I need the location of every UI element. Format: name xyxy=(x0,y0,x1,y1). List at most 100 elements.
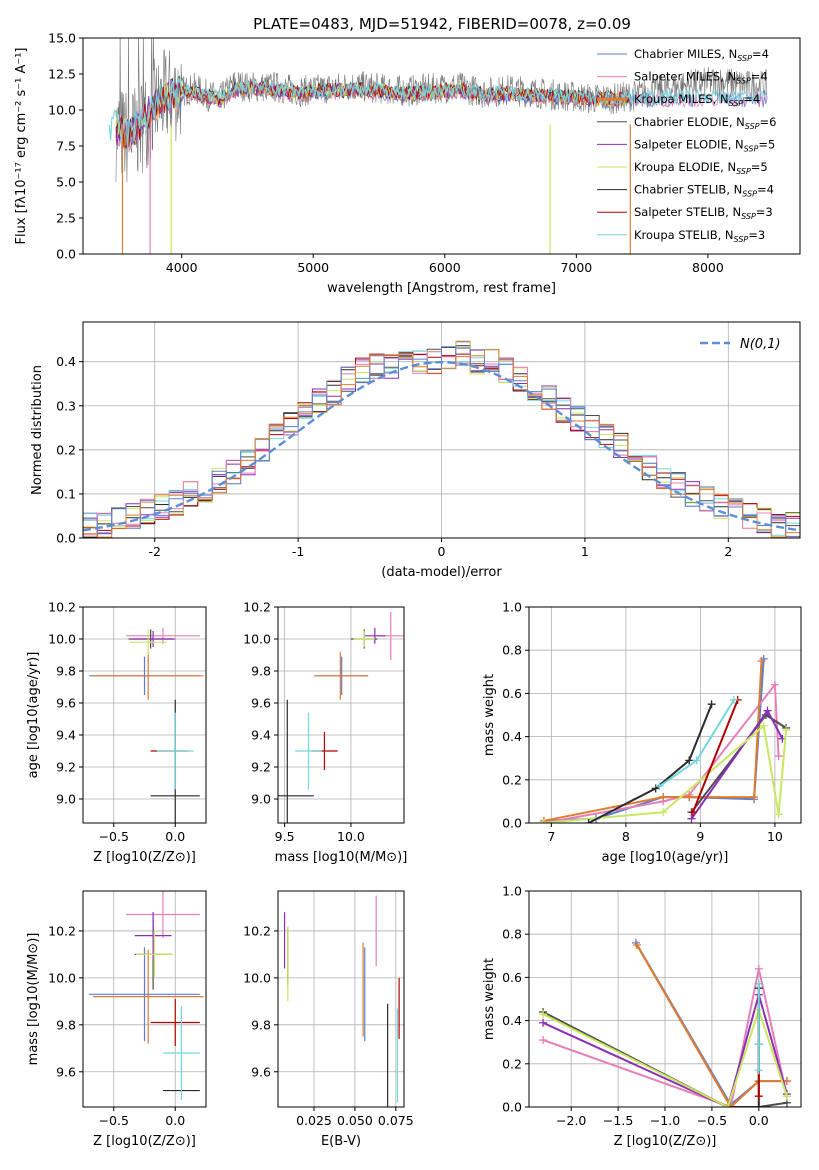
y-tick-label: 0.8 xyxy=(502,927,522,942)
errorbar-point-2 xyxy=(92,651,204,700)
x-tick-label: 8000 xyxy=(692,260,724,275)
weight-marker xyxy=(770,680,779,689)
y-tick-label: 10.0 xyxy=(48,103,76,118)
plot-area-spectrum xyxy=(108,38,768,254)
y-tick-label: 9.2 xyxy=(251,760,271,775)
panel-mass_weight_vs_Z: −2.0 −1.5 −1.0 −0.5 0.0 0.0 0.2 0.4 0.6 0.8 1.0 Z [… xyxy=(482,884,802,1149)
weight-line xyxy=(542,990,788,1107)
legend-item: Chabrier MILES, NSSP=4 xyxy=(597,47,769,63)
legend-label: Kroupa ELODIE, NSSP=5 xyxy=(634,160,768,176)
legend-item: N(0,1) xyxy=(700,337,781,352)
model-spectrum-5 xyxy=(115,77,630,148)
errorbar-point-8 xyxy=(295,712,322,790)
y-tick-label: 9.6 xyxy=(251,1064,271,1079)
weight-marker xyxy=(763,706,772,715)
weight-marker xyxy=(754,1103,763,1107)
weight-marker xyxy=(729,695,738,704)
weight-marker xyxy=(774,752,783,761)
y-tick-label: 9.8 xyxy=(251,1017,271,1032)
errorbar-point-7 xyxy=(150,999,200,1046)
plot-area-mass_vs_Z xyxy=(89,891,204,1100)
x-tick-label: 9 xyxy=(696,829,704,844)
weight-series-8 xyxy=(655,695,738,791)
weight-marker xyxy=(539,1036,548,1045)
weight-marker xyxy=(726,1103,735,1107)
y-tick-label: 9.6 xyxy=(251,696,271,711)
weight-line xyxy=(588,703,713,823)
y-tick-label: 1.0 xyxy=(502,884,522,899)
y-tick-label: 0.4 xyxy=(502,729,522,744)
legend-label: Kroupa MILES, NSSP=4 xyxy=(634,92,760,108)
y-tick-label: 7.5 xyxy=(56,139,76,154)
x-tick-label: 7 xyxy=(547,829,555,844)
weight-marker xyxy=(754,1066,763,1075)
y-tick-label: 9.8 xyxy=(56,664,76,679)
x-tick-label: −1.0 xyxy=(650,1113,680,1128)
x-tick-label: −0.5 xyxy=(697,1113,727,1128)
errorbar-point-6 xyxy=(278,699,314,823)
x-axis-label: Z [log10(Z/Z⊙)] xyxy=(614,1134,717,1149)
x-tick-label: 0.0 xyxy=(165,1113,185,1128)
weight-marker xyxy=(632,941,641,949)
x-tick-label: −1.5 xyxy=(603,1113,633,1128)
errorbar-point-5 xyxy=(353,631,375,647)
weight-line xyxy=(543,660,763,822)
panel-age_vs_mass: 9.5 10.0 9.0 9.2 9.4 9.6 9.8 10.0 10.2 mass [log1… xyxy=(243,600,408,866)
weight-line xyxy=(543,723,788,823)
errorbar-point-4 xyxy=(134,912,172,960)
y-tick-label: 10.0 xyxy=(48,632,76,647)
y-tick-label: 9.4 xyxy=(56,728,76,743)
y-tick-label: 10.2 xyxy=(48,600,76,615)
legend-label: Salpeter MILES, NSSP=4 xyxy=(634,70,768,86)
x-tick-label: 0.050 xyxy=(337,1113,373,1128)
legend-label: Chabrier ELODIE, NSSP=6 xyxy=(634,115,776,131)
weight-marker xyxy=(659,793,668,802)
panel-mass_weight_vs_age: 7 8 9 10 0.0 0.2 0.4 0.6 0.8 1.0 age [log10(age/yr… xyxy=(482,600,802,865)
plot-area-mass_vs_ebv xyxy=(283,895,400,1107)
x-tick-label: 0.0 xyxy=(749,1113,769,1128)
weight-line xyxy=(636,944,787,1107)
weight-marker xyxy=(539,819,548,823)
panel-mass_vs_ebv: 0.025 0.050 0.075 9.6 9.8 10.0 10.2 E(B-V) xyxy=(243,890,414,1149)
model-spectrum-8 xyxy=(108,76,768,149)
model-spectrum-7 xyxy=(115,75,630,150)
errorbar-point-2 xyxy=(313,651,367,700)
weight-marker xyxy=(754,964,763,973)
x-tick-label: 4000 xyxy=(166,260,198,275)
panel-spectrum: 4000 5000 6000 7000 8000 0.0 2.5 5.0 7.5 10.0 12.5… xyxy=(14,31,801,296)
weight-marker xyxy=(655,782,664,791)
legend-label: N(0,1) xyxy=(740,337,781,352)
y-tick-label: 0.0 xyxy=(502,816,522,831)
y-axis-label: mass [log10(M/M⊙)] xyxy=(26,933,41,1066)
panel-residuals: -2 -1 0 1 2 0.0 0.1 0.2 0.3 0.4 (data-model)/error… xyxy=(30,321,801,580)
x-tick-label: 8 xyxy=(622,829,630,844)
axes-frame xyxy=(277,606,405,824)
y-tick-label: 10.2 xyxy=(243,600,271,615)
plot-area-age_vs_Z xyxy=(89,627,204,823)
x-tick-label: 5000 xyxy=(297,260,329,275)
weight-series-6 xyxy=(584,700,716,823)
y-tick-label: 0.6 xyxy=(502,686,522,701)
y-axis-label: Flux [fλ10⁻¹⁷ erg cm⁻² s⁻¹ A⁻¹] xyxy=(14,48,29,245)
weight-series-5 xyxy=(539,721,791,823)
x-tick-label: 2 xyxy=(724,544,732,559)
x-axis-label: E(B-V) xyxy=(321,1134,361,1149)
y-axis-label: mass weight xyxy=(482,674,497,756)
x-axis-label: mass [log10(M/M⊙)] xyxy=(275,850,408,865)
y-tick-label: 9.6 xyxy=(56,1064,76,1079)
y-tick-label: 1.0 xyxy=(502,600,522,615)
y-tick-label: 0.2 xyxy=(502,1056,522,1071)
y-tick-label: 0.2 xyxy=(502,772,522,787)
y-tick-label: 0.4 xyxy=(502,1013,522,1028)
x-tick-label: 10.0 xyxy=(337,829,365,844)
x-axis-label: Z [log10(Z/Z⊙)] xyxy=(93,850,196,865)
x-tick-label: −0.5 xyxy=(99,1113,129,1128)
weight-marker xyxy=(782,1092,791,1101)
legend-label: Chabrier STELIB, NSSP=4 xyxy=(634,183,774,199)
panel-mass_vs_Z: −0.5 0.0 9.6 9.8 10.0 10.2 Z [log10(Z/Z⊙)] mass… xyxy=(26,890,207,1149)
y-tick-label: 0.1 xyxy=(56,486,76,501)
weight-line xyxy=(691,699,739,813)
legend-label: Salpeter ELODIE, NSSP=5 xyxy=(634,137,775,153)
x-tick-label: 1 xyxy=(581,544,589,559)
